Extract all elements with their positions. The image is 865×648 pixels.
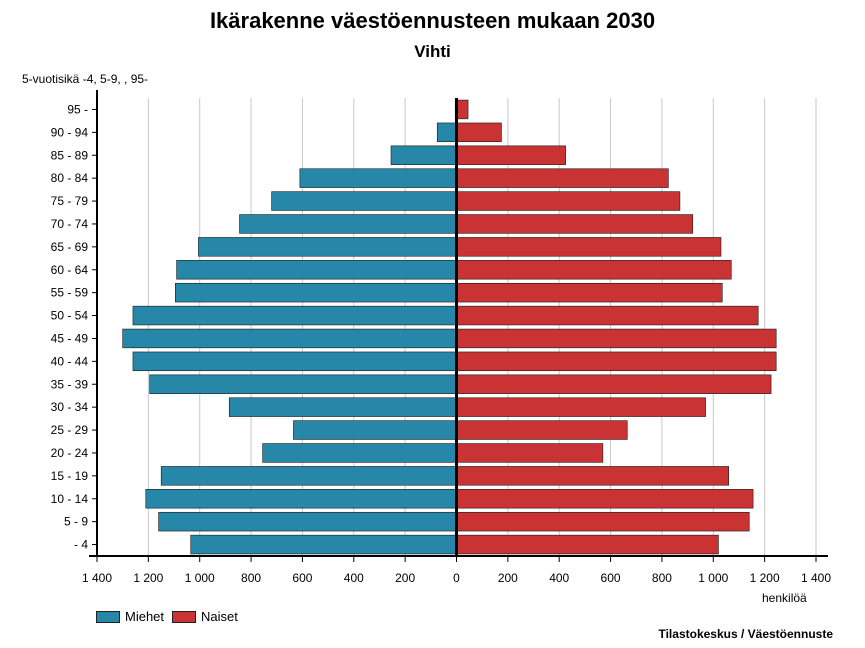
bar-women-8 — [456, 282, 723, 303]
bar-women-2 — [456, 145, 566, 165]
bar-men-12 — [149, 374, 457, 394]
y-tick-label-15: 20 - 24 — [51, 446, 89, 460]
bar-women-12 — [456, 374, 772, 394]
bar-women-4 — [456, 191, 681, 211]
bar-women-14 — [456, 420, 628, 440]
x-tick-label-7: 0 — [453, 571, 460, 585]
x-tick-label-1: 1 200 — [133, 571, 163, 585]
bar-women-11 — [456, 351, 777, 372]
bar-women-0 — [456, 99, 469, 120]
y-tick-label-1: 90 - 94 — [51, 125, 89, 139]
legend-label-men: Miehet — [125, 609, 165, 624]
legend-item-men[interactable]: Miehet — [96, 609, 164, 624]
bar-women-13 — [456, 397, 706, 417]
bar-men-5 — [239, 214, 457, 234]
y-tick-label-3: 80 - 84 — [51, 171, 89, 185]
x-tick-label-14: 1 400 — [801, 571, 831, 585]
bar-men-15 — [262, 443, 457, 463]
x-tick-label-12: 1 000 — [698, 571, 728, 585]
bar-men-14 — [293, 420, 457, 440]
bar-women-3 — [456, 168, 669, 188]
chart-subtitle: Vihti — [414, 42, 451, 61]
y-tick-label-0: 95 - — [67, 102, 88, 116]
y-tick-label-16: 15 - 19 — [51, 469, 89, 483]
x-tick-label-5: 400 — [344, 571, 364, 585]
bar-men-7 — [176, 260, 457, 280]
y-tick-label-12: 35 - 39 — [51, 377, 89, 391]
x-tick-label-11: 800 — [652, 571, 672, 585]
legend-label-women: Naiset — [201, 609, 238, 624]
legend: Miehet Naiset — [96, 609, 246, 624]
bar-women-9 — [456, 305, 759, 326]
bar-women-16 — [456, 466, 729, 486]
bar-women-17 — [456, 489, 754, 509]
bar-men-4 — [271, 191, 457, 211]
y-tick-label-6: 65 - 69 — [51, 240, 89, 254]
y-tick-label-7: 60 - 64 — [51, 263, 89, 277]
bar-women-1 — [456, 122, 502, 143]
y-tick-label-18: 5 - 9 — [64, 515, 88, 529]
bar-men-6 — [198, 237, 457, 257]
bar-men-2 — [390, 145, 457, 165]
y-tick-label-11: 40 - 44 — [51, 354, 89, 368]
bar-women-15 — [456, 443, 604, 463]
bar-women-5 — [456, 214, 694, 234]
y-tick-label-17: 10 - 14 — [51, 492, 89, 506]
x-tick-label-2: 1 000 — [185, 571, 215, 585]
x-tick-label-0: 1 400 — [82, 571, 112, 585]
bar-women-10 — [456, 328, 777, 349]
y-tick-label-5: 70 - 74 — [51, 217, 89, 231]
bar-men-18 — [158, 511, 457, 532]
y-tick-label-8: 55 - 59 — [51, 286, 89, 300]
bar-women-7 — [456, 260, 732, 280]
bar-women-18 — [456, 511, 750, 532]
y-tick-label-13: 30 - 34 — [51, 400, 89, 414]
bar-men-10 — [122, 328, 457, 349]
bar-men-1 — [436, 122, 457, 143]
x-tick-label-3: 800 — [241, 571, 261, 585]
x-axis-unit: henkilöä — [762, 591, 807, 605]
bar-men-13 — [228, 397, 457, 417]
bar-men-3 — [299, 168, 457, 188]
y-axis-label: 5-vuotisikä -4, 5-9, , 95- — [22, 72, 149, 86]
y-tick-label-14: 25 - 29 — [51, 423, 89, 437]
bar-men-8 — [175, 282, 457, 303]
source-credit: Tilastokeskus / Väestöennuste — [658, 627, 833, 641]
y-tick-label-2: 85 - 89 — [51, 148, 89, 162]
legend-swatch-men — [96, 610, 120, 623]
bar-women-19 — [456, 534, 719, 555]
x-tick-label-6: 200 — [395, 571, 415, 585]
bar-men-19 — [190, 534, 457, 555]
legend-item-women[interactable]: Naiset — [172, 609, 238, 624]
x-tick-label-9: 400 — [549, 571, 569, 585]
bar-men-9 — [132, 305, 457, 326]
y-tick-label-4: 75 - 79 — [51, 194, 89, 208]
x-tick-label-8: 200 — [498, 571, 518, 585]
x-tick-label-10: 600 — [601, 571, 621, 585]
y-tick-label-9: 50 - 54 — [51, 309, 89, 323]
bar-women-6 — [456, 237, 722, 257]
x-tick-label-13: 1 200 — [750, 571, 780, 585]
chart-title: Ikärakenne väestöennusteen mukaan 2030 — [209, 8, 656, 33]
x-tick-label-4: 600 — [292, 571, 312, 585]
bar-men-11 — [132, 351, 457, 372]
bar-men-16 — [160, 466, 457, 486]
legend-swatch-women — [172, 610, 197, 623]
bar-men-17 — [145, 489, 457, 509]
y-tick-label-10: 45 - 49 — [51, 331, 89, 345]
y-tick-label-19: - 4 — [74, 538, 88, 552]
